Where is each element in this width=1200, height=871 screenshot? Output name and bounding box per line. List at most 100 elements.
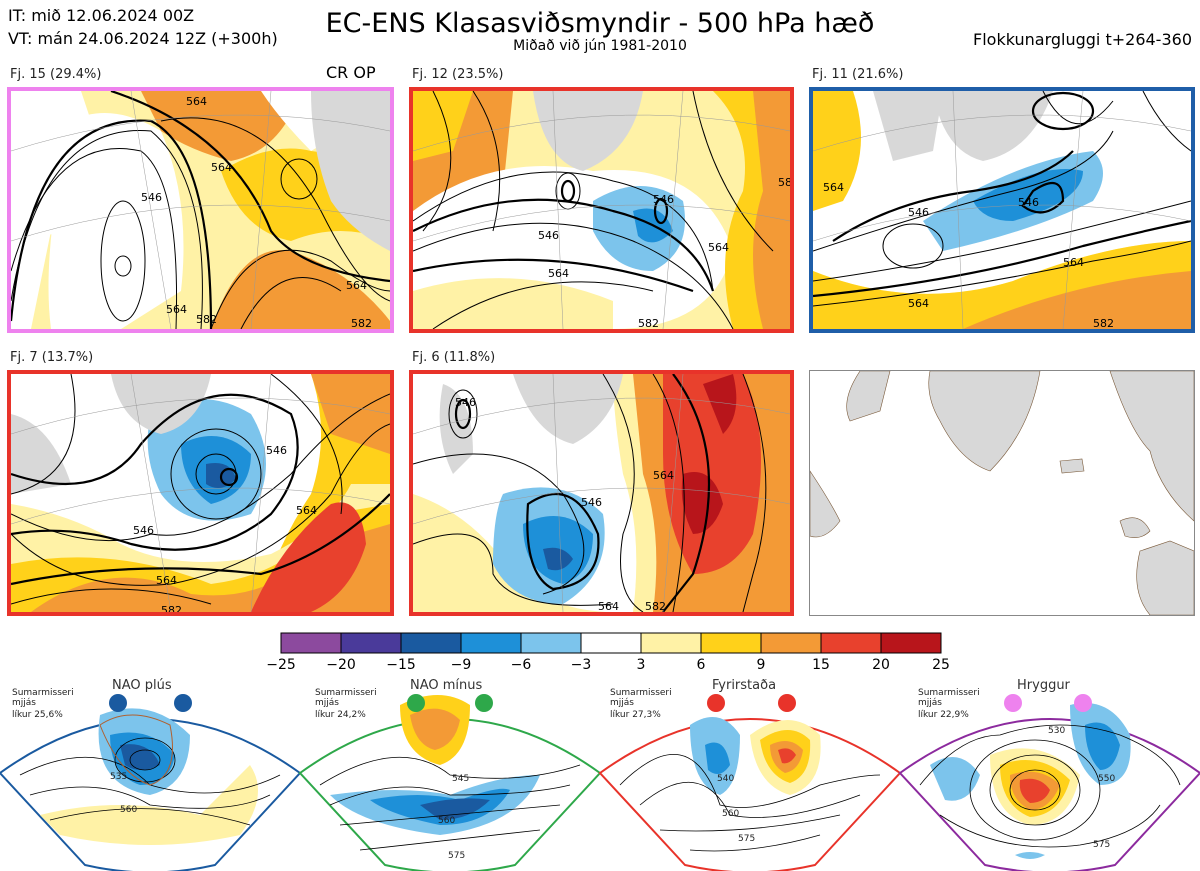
contour-label: 582: [1093, 317, 1114, 329]
contour-label: 535: [110, 772, 127, 782]
contour-label: 560: [120, 805, 137, 815]
regime-title: NAO mínus: [410, 678, 483, 693]
contour-label: 546: [1018, 196, 1039, 209]
valid-time: VT: mán 24.06.2024 12Z (+300h): [8, 29, 278, 48]
regime-note: mjjás: [610, 698, 634, 708]
regime-dot: [109, 694, 127, 712]
contour-label: 575: [738, 834, 755, 844]
contour-label: 550: [1098, 774, 1115, 784]
regime-note: mjjás: [315, 698, 339, 708]
cluster-panel-5: 546 546 564 564 582: [409, 370, 794, 616]
contour-label: 582: [161, 604, 182, 612]
page-subtitle: Miðað við jún 1981-2010: [513, 38, 687, 54]
colorbar-tick-label: −25: [266, 657, 296, 673]
panel-3-label: Fj. 11 (21.6%): [812, 67, 904, 82]
regime-nao-minus: NAO mínus Sumarmisseri mjjás líkur 24,2%…: [298, 678, 602, 871]
colorbar-tick-label: 20: [872, 657, 890, 673]
contour-label: 564: [908, 297, 929, 310]
colorbar-swatch: [700, 632, 762, 654]
cluster-panel-2: 546 546 564 564 582 582: [409, 87, 794, 333]
regime-blocking: Fyrirstaða Sumarmisseri mjjás líkur 27,3…: [598, 678, 902, 871]
regime-title: Fyrirstaða: [712, 678, 776, 693]
contour-label: 575: [448, 851, 465, 861]
contour-label: 564: [296, 504, 317, 517]
panel-5-label: Fj. 6 (11.8%): [412, 350, 496, 365]
panel-1-label: Fj. 15 (29.4%): [10, 67, 102, 82]
regime-note: Sumarmisseri: [315, 688, 377, 698]
colorbar-tick-label: 15: [812, 657, 830, 673]
contour-label: 582: [196, 313, 217, 326]
contour-label: 564: [211, 161, 232, 174]
regime-title: NAO plús: [112, 678, 172, 693]
regime-dot: [1074, 694, 1092, 712]
colorbar-swatch: [580, 632, 642, 654]
contour-label: 546: [908, 206, 929, 219]
contour-label: 582: [645, 600, 666, 612]
contour-label: 564: [548, 267, 569, 280]
header-dates: IT: mið 12.06.2024 00Z VT: mán 24.06.202…: [8, 4, 278, 50]
contour-label: 560: [722, 809, 739, 819]
regime-prob: líkur 22,9%: [918, 710, 969, 720]
contour-label: 546: [455, 396, 476, 409]
regime-note: mjjás: [12, 698, 36, 708]
regime-dot: [707, 694, 725, 712]
colorbar-swatch: [280, 632, 342, 654]
regime-ridge: Hryggur Sumarmisseri mjjás líkur 22,9% 5…: [898, 678, 1200, 871]
contour-label: 564: [653, 469, 674, 482]
colorbar-swatch: [520, 632, 582, 654]
contour-label: 582: [778, 176, 790, 189]
colorbar-tick-label: 6: [696, 657, 706, 673]
contour-label: 575: [1093, 840, 1110, 850]
colorbar-tick-label: 25: [932, 657, 950, 673]
contour-label: 564: [156, 574, 177, 587]
regime-note: Sumarmisseri: [610, 688, 672, 698]
contour-label: 546: [133, 524, 154, 537]
contour-label: 560: [438, 816, 455, 826]
colorbar-swatch: [760, 632, 822, 654]
cluster-panel-4: 546 546 564 564 582: [7, 370, 394, 616]
panel-2-label: Fj. 12 (23.5%): [412, 67, 504, 82]
contour-label: 540: [717, 774, 734, 784]
contour-label: 564: [166, 303, 187, 316]
regime-title: Hryggur: [1017, 678, 1071, 693]
cluster-panel-3: 546 546 564 564 564 582: [809, 87, 1195, 333]
regime-prob: líkur 24,2%: [315, 710, 366, 720]
colorbar-swatch: [460, 632, 522, 654]
contour-label: 546: [538, 229, 559, 242]
regime-note: Sumarmisseri: [918, 688, 980, 698]
panel-1-extra: CR OP: [326, 63, 376, 82]
regime-note: Sumarmisseri: [12, 688, 74, 698]
contour-label: 530: [1048, 726, 1065, 736]
contour-label: 564: [1063, 256, 1084, 269]
contour-label: 546: [581, 496, 602, 509]
contour-label: 545: [452, 774, 469, 784]
contour-label: 564: [598, 600, 619, 612]
contour-label: 582: [351, 317, 372, 329]
regime-dot: [475, 694, 493, 712]
contour-label: 564: [186, 95, 207, 108]
regime-dot: [407, 694, 425, 712]
init-time: IT: mið 12.06.2024 00Z: [8, 6, 195, 25]
colorbar-swatch: [400, 632, 462, 654]
colorbar-tick-label: −20: [326, 657, 356, 673]
contour-label: 546: [653, 193, 674, 206]
colorbar: [280, 632, 942, 654]
regime-prob: líkur 25,6%: [12, 710, 63, 720]
contour-label: 546: [266, 444, 287, 457]
colorbar-tick-label: 3: [636, 657, 646, 673]
colorbar-swatch: [880, 632, 942, 654]
colorbar-tick-label: −9: [450, 657, 472, 673]
colorbar-tick-label: −6: [510, 657, 532, 673]
contour-label: 564: [346, 279, 367, 292]
regime-dot: [174, 694, 192, 712]
blank-basemap: [809, 370, 1195, 616]
cluster-panel-1: 564 546 564 564 564 582 582: [7, 87, 394, 333]
regime-dot: [1004, 694, 1022, 712]
contour-label: 582: [638, 317, 659, 329]
regime-row: NAO plús Sumarmisseri mjjás líkur 25,6% …: [0, 678, 1200, 871]
regime-prob: líkur 27,3%: [610, 710, 661, 720]
regime-note: mjjás: [918, 698, 942, 708]
regime-nao-plus: NAO plús Sumarmisseri mjjás líkur 25,6% …: [0, 678, 302, 871]
contour-label: 546: [141, 191, 162, 204]
colorbar-tick-label: 9: [756, 657, 766, 673]
